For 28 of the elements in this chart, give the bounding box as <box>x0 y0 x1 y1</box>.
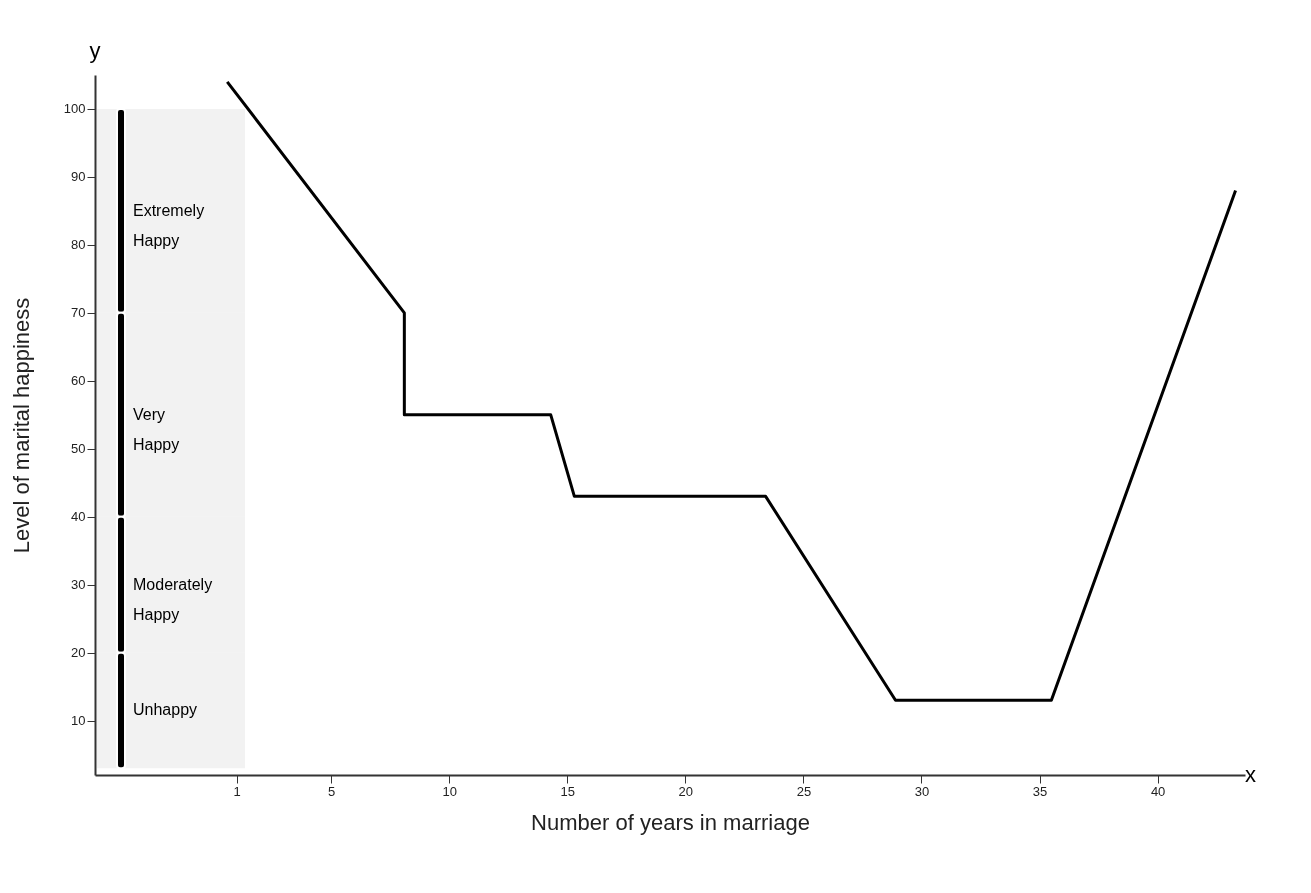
y-tick-label: 60 <box>71 373 86 389</box>
annotation: x <box>1245 762 1256 787</box>
y-tick-label: 20 <box>71 645 86 661</box>
band-label: Extremely Happy <box>133 201 205 249</box>
y-tick-label: 100 <box>63 101 86 117</box>
x-tick-label: 40 <box>1150 783 1166 799</box>
y-tick-label: 70 <box>71 305 86 321</box>
y-tick-label: 30 <box>71 577 86 593</box>
x-tick-label: 1 <box>233 783 241 799</box>
y-axis-title: Level of marital happiness <box>8 297 34 554</box>
text: y <box>89 38 101 63</box>
x-tick-label: 30 <box>914 783 930 799</box>
x-tick-label: 15 <box>560 783 576 799</box>
y-tick-label: 50 <box>71 441 86 457</box>
x-tick-label: 20 <box>678 783 694 799</box>
x-tick-label: 35 <box>1032 783 1048 799</box>
y-tick-label: 90 <box>71 169 86 185</box>
line-series <box>225 80 1238 702</box>
x-axis-title: Number of years in marriage <box>531 809 810 835</box>
band-label: Moderately Happy <box>133 575 213 623</box>
y-tick-label: 80 <box>71 237 86 253</box>
band-label: Unhappy <box>133 701 198 719</box>
x-tick-label: 25 <box>796 783 812 799</box>
band-label: Very Happy <box>133 405 180 453</box>
y-tick-label: 10 <box>71 713 86 729</box>
y-tick-label: 40 <box>71 509 86 525</box>
x-tick-label: 5 <box>328 783 336 799</box>
x-tick-label: 10 <box>442 783 457 799</box>
